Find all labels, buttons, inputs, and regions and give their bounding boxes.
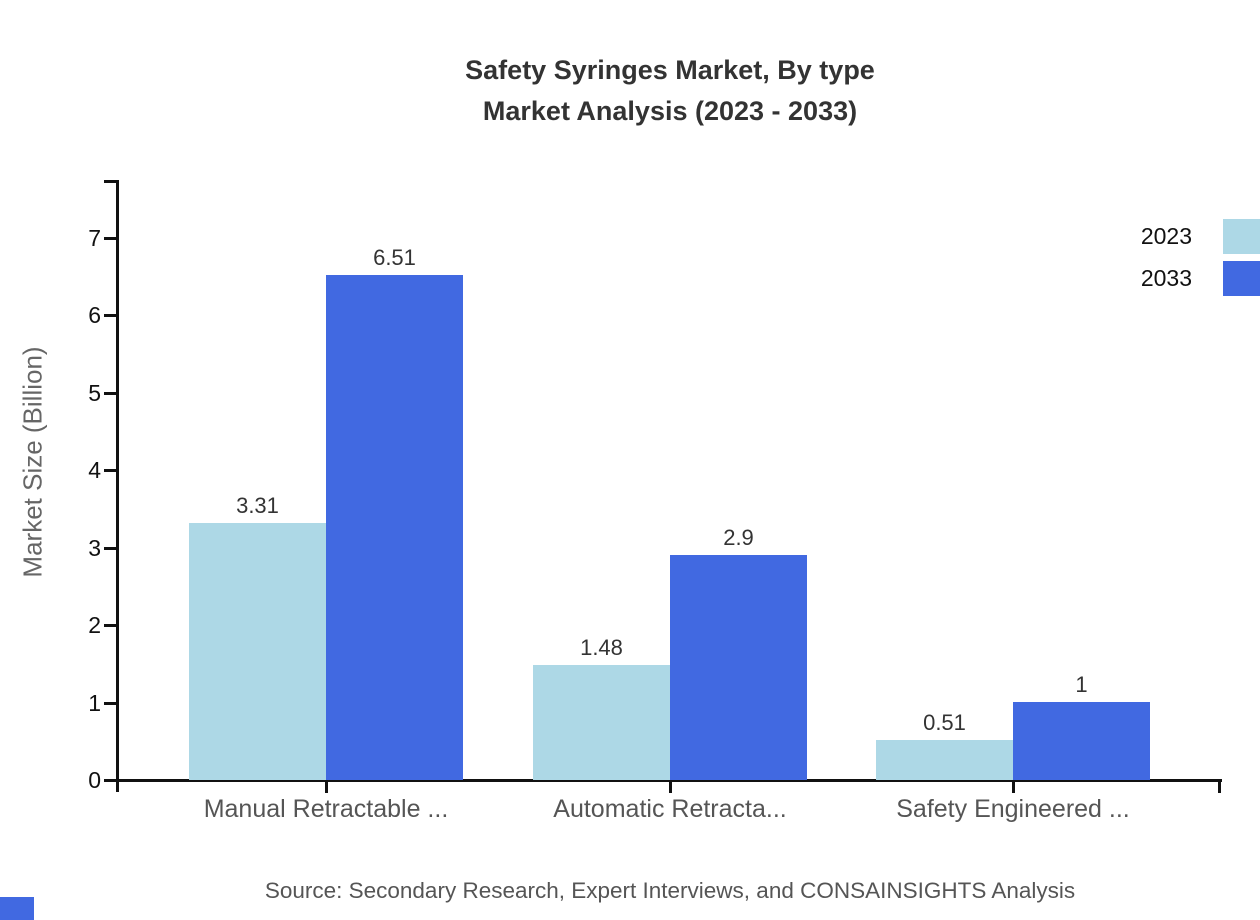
bar-2023-group1 xyxy=(189,523,326,780)
chart-title-line2: Market Analysis (2023 - 2033) xyxy=(482,96,858,126)
chart-title-line1: Safety Syringes Market, By type xyxy=(465,55,875,85)
y-tick-label: 5 xyxy=(88,379,101,406)
y-tick xyxy=(104,314,117,317)
x-tick xyxy=(1218,781,1221,793)
y-tick xyxy=(104,469,117,472)
y-axis-top-cap xyxy=(104,180,117,183)
bar-2023-group2 xyxy=(533,665,670,780)
bar-2033-group3 xyxy=(1013,702,1150,780)
y-tick-label: 6 xyxy=(88,302,101,328)
x-category-label: Manual Retractable ... xyxy=(203,795,449,823)
y-tick-label: 4 xyxy=(88,457,101,483)
x-tick xyxy=(669,781,672,793)
y-tick-label: 2 xyxy=(88,612,101,638)
y-tick xyxy=(104,779,117,782)
bar-value-label: 3.31 xyxy=(236,493,279,518)
x-category-label: Safety Engineered ... xyxy=(896,795,1130,823)
x-tick xyxy=(1012,781,1015,793)
x-axis-line xyxy=(105,779,1222,782)
y-tick xyxy=(104,236,117,240)
legend-label-2023: 2023 xyxy=(1140,223,1192,249)
bar-value-label: 1.48 xyxy=(580,635,623,660)
source-note: Source: Secondary Research, Expert Inter… xyxy=(264,878,1076,903)
y-tick-label: 3 xyxy=(88,534,101,561)
y-tick-label: 1 xyxy=(88,689,101,716)
corner-accent-swatch xyxy=(0,897,34,920)
y-axis-line xyxy=(116,180,119,792)
y-tick xyxy=(104,701,117,705)
chart-title: Safety Syringes Market, By type Market A… xyxy=(85,50,1255,132)
y-tick-label: 7 xyxy=(88,224,101,251)
y-tick xyxy=(104,391,117,395)
legend-swatch-2023 xyxy=(1223,219,1260,254)
bar-value-label: 0.51 xyxy=(923,710,966,735)
y-tick-label: 0 xyxy=(88,767,101,793)
bar-2033-group2 xyxy=(670,555,807,780)
y-tick xyxy=(104,546,117,550)
bar-2023-group3 xyxy=(876,740,1013,780)
x-tick xyxy=(325,781,328,793)
bar-value-label: 6.51 xyxy=(373,245,416,270)
legend-label-2033: 2033 xyxy=(1140,265,1192,291)
bar-value-label: 2.9 xyxy=(723,525,754,550)
bar-value-label: 1 xyxy=(1075,672,1088,697)
x-category-label: Automatic Retracta... xyxy=(553,795,787,823)
legend-swatch-2033 xyxy=(1223,261,1260,296)
y-tick xyxy=(104,624,117,627)
bar-2033-group1 xyxy=(326,275,463,780)
